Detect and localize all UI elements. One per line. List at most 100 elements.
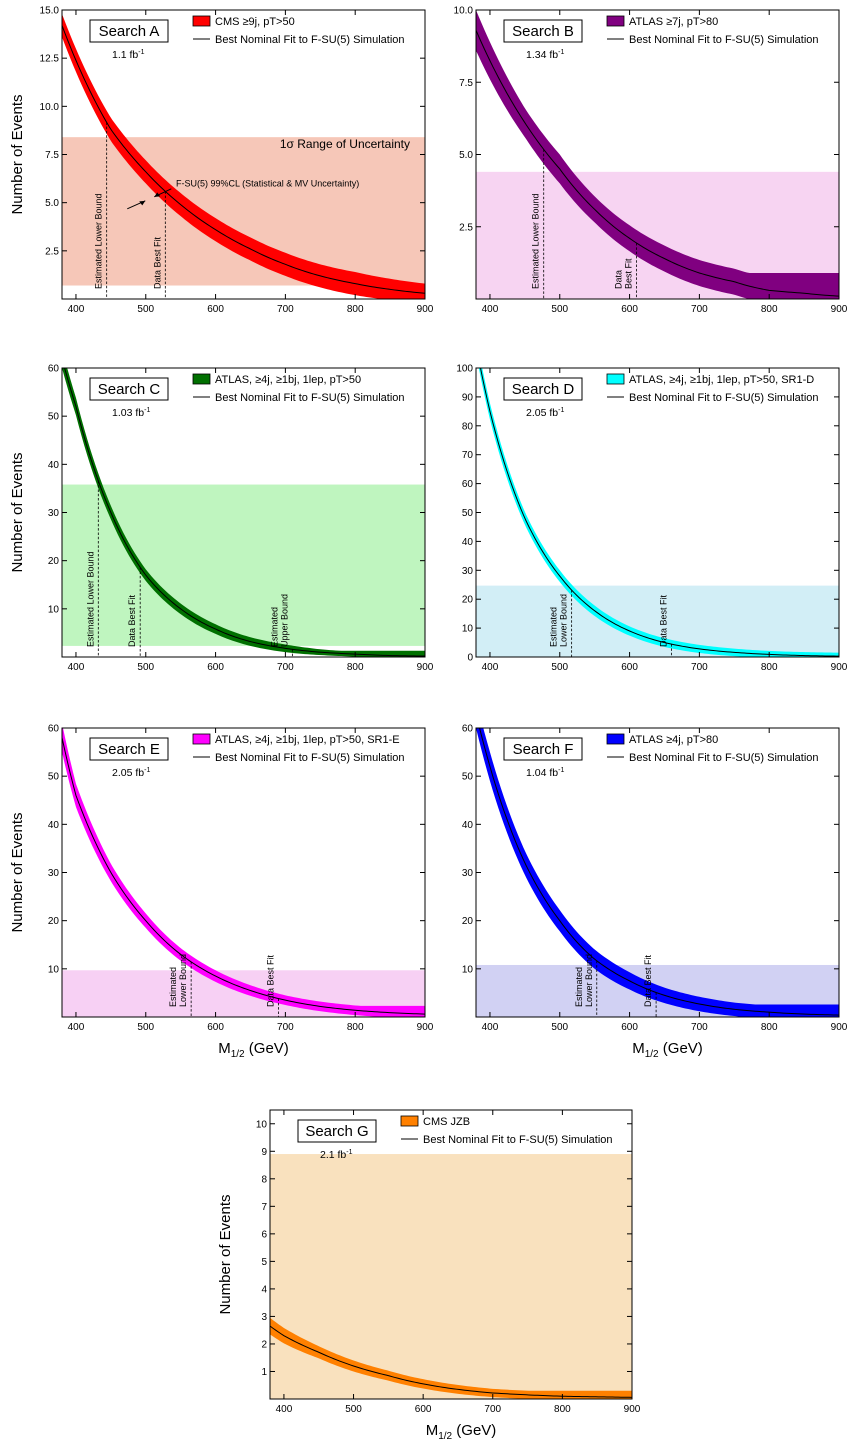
legend-entry: Best Nominal Fit to F-SU(5) Simulation bbox=[215, 752, 405, 764]
plot-area: Estimated Lower Bound Data Best Fit bbox=[62, 728, 425, 1017]
y-tick-label: 20 bbox=[48, 556, 60, 567]
search-label-box bbox=[503, 19, 583, 43]
best-fit-line bbox=[476, 30, 839, 297]
band-label: F-SU(5) 99%CL (Statistical & MV Uncertai… bbox=[176, 178, 359, 188]
x-tick-label: 800 bbox=[761, 662, 778, 673]
legend-entry: Best Nominal Fit to F-SU(5) Simulation bbox=[423, 1134, 613, 1146]
marker-text: Lower Bound bbox=[584, 954, 594, 1007]
y-tick-label: 7.5 bbox=[45, 150, 59, 161]
marker-text: Lower Bound bbox=[178, 954, 188, 1007]
marker-text: Estimated bbox=[269, 607, 279, 647]
x-tick-label: 700 bbox=[691, 662, 708, 673]
marker-text: Estimated bbox=[549, 607, 559, 647]
y-axis-label: Number of Events bbox=[9, 452, 26, 572]
legend-swatch bbox=[606, 373, 625, 385]
x-tick-label: 600 bbox=[415, 1404, 432, 1415]
legend-swatch bbox=[606, 15, 625, 27]
marker-text: Best Fit bbox=[624, 258, 634, 289]
x-tick-label: 400 bbox=[482, 662, 499, 673]
luminosity: 1.03 fb-1 bbox=[112, 407, 150, 419]
y-tick-label: 3 bbox=[261, 1312, 267, 1323]
y-tick-label: 40 bbox=[462, 820, 474, 831]
cl-band bbox=[62, 368, 425, 657]
luminosity: 2.05 fb-1 bbox=[526, 407, 564, 419]
cl-band bbox=[62, 13, 425, 299]
legend-entry: Best Nominal Fit to F-SU(5) Simulation bbox=[215, 34, 405, 46]
x-tick-label: 600 bbox=[207, 1022, 224, 1033]
uncertainty-range bbox=[62, 484, 425, 646]
y-tick-label: 80 bbox=[462, 421, 474, 432]
search-label-box bbox=[503, 737, 583, 761]
legend-swatch bbox=[192, 373, 211, 385]
legend-entry: CMS ≥9j, pT>50 bbox=[215, 16, 295, 28]
x-tick-label: 400 bbox=[276, 1404, 293, 1415]
y-tick-label: 7.5 bbox=[459, 78, 473, 89]
y-tick-label: 60 bbox=[462, 479, 474, 490]
marker-label: Estimated Upper Bound bbox=[269, 594, 289, 647]
x-tick-label: 600 bbox=[621, 1022, 638, 1033]
x-tick-label: 500 bbox=[551, 304, 568, 315]
y-tick-label: 30 bbox=[462, 868, 474, 879]
x-tick-label: 700 bbox=[484, 1404, 501, 1415]
y-axis-label: Number of Events bbox=[217, 1194, 234, 1314]
search-label-box bbox=[89, 19, 169, 43]
y-tick-label: 9 bbox=[261, 1147, 267, 1158]
y-tick-label: 20 bbox=[48, 916, 60, 927]
y-tick-label: 30 bbox=[462, 566, 474, 577]
range-label: 1σ Range of Uncertainty bbox=[280, 137, 410, 151]
y-tick-label: 10 bbox=[462, 624, 474, 635]
plot-area: Estimated Lower Bound Data Best Fit Estima… bbox=[62, 368, 425, 657]
y-tick-label: 5 bbox=[261, 1257, 267, 1268]
arrow-head bbox=[154, 192, 161, 197]
x-tick-label: 500 bbox=[137, 304, 154, 315]
x-tick-label: 900 bbox=[417, 1022, 434, 1033]
legend-entry: ATLAS, ≥4j, ≥1bj, 1lep, pT>50 bbox=[215, 374, 361, 386]
y-tick-label: 30 bbox=[48, 508, 60, 519]
panel-search-a: Estimated Lower Bound Data Best Fit 400 500… bbox=[9, 6, 434, 316]
y-tick-label: 6 bbox=[261, 1229, 267, 1240]
search-label-box bbox=[89, 737, 169, 761]
x-tick-label: 400 bbox=[68, 662, 85, 673]
legend-swatch bbox=[606, 733, 625, 745]
marker-text: Upper Bound bbox=[279, 594, 289, 647]
marker-label: Data Best Fit bbox=[152, 236, 162, 289]
x-tick-label: 400 bbox=[68, 1022, 85, 1033]
y-tick-label: 60 bbox=[48, 724, 60, 735]
x-tick-label: 900 bbox=[624, 1404, 641, 1415]
best-fit-line bbox=[62, 25, 425, 294]
uncertainty-range bbox=[270, 1154, 632, 1399]
luminosity: 2.05 fb-1 bbox=[112, 767, 150, 779]
legend-entry: Best Nominal Fit to F-SU(5) Simulation bbox=[629, 392, 819, 404]
x-tick-label: 900 bbox=[831, 304, 848, 315]
x-tick-label: 700 bbox=[277, 662, 294, 673]
x-tick-label: 900 bbox=[831, 1022, 848, 1033]
y-tick-label: 2.5 bbox=[45, 246, 59, 257]
legend-entry: ATLAS, ≥4j, ≥1bj, 1lep, pT>50, SR1-E bbox=[215, 734, 400, 746]
x-tick-label: 900 bbox=[417, 304, 434, 315]
cl-band bbox=[476, 10, 839, 299]
x-tick-label: 800 bbox=[347, 662, 364, 673]
cl-band bbox=[478, 368, 839, 657]
best-fit-line bbox=[64, 368, 425, 657]
x-tick-label: 700 bbox=[691, 1022, 708, 1033]
legend-entry: Best Nominal Fit to F-SU(5) Simulation bbox=[215, 392, 405, 404]
x-tick-label: 800 bbox=[761, 304, 778, 315]
luminosity: 1.04 fb-1 bbox=[526, 767, 564, 779]
x-tick-label: 400 bbox=[482, 304, 499, 315]
cl-band bbox=[270, 1317, 632, 1399]
search-label: Search F bbox=[513, 741, 574, 758]
marker-text: Data Best Fit bbox=[658, 594, 668, 647]
search-label: Search G bbox=[305, 1123, 368, 1140]
y-tick-label: 10 bbox=[48, 964, 60, 975]
y-tick-label: 15.0 bbox=[40, 6, 60, 17]
legend-entry: CMS JZB bbox=[423, 1116, 470, 1128]
marker-text: Data Best Fit bbox=[265, 954, 275, 1007]
y-tick-label: 10 bbox=[256, 1119, 268, 1130]
x-tick-label: 800 bbox=[347, 304, 364, 315]
y-tick-label: 50 bbox=[462, 772, 474, 783]
y-tick-label: 60 bbox=[462, 724, 474, 735]
x-tick-label: 700 bbox=[277, 1022, 294, 1033]
y-axis-label: Number of Events bbox=[9, 94, 26, 214]
luminosity: 1.1 fb-1 bbox=[112, 49, 145, 61]
x-tick-label: 500 bbox=[345, 1404, 362, 1415]
